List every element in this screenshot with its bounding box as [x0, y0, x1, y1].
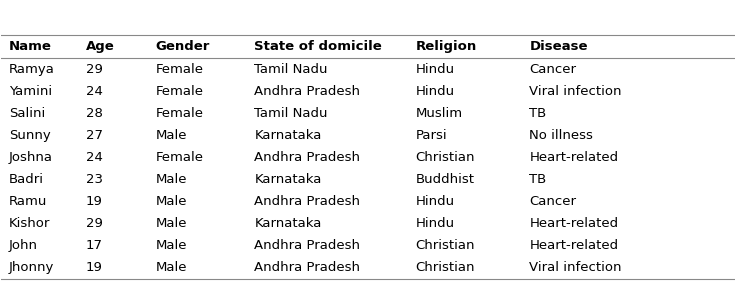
- Text: Karnataka: Karnataka: [255, 217, 322, 230]
- Text: Parsi: Parsi: [416, 129, 447, 142]
- Text: State of domicile: State of domicile: [255, 40, 382, 53]
- Text: Female: Female: [155, 107, 203, 120]
- Text: Age: Age: [85, 40, 115, 53]
- Text: 29: 29: [85, 217, 102, 230]
- Text: Hindu: Hindu: [416, 85, 455, 98]
- Text: Andhra Pradesh: Andhra Pradesh: [255, 151, 361, 164]
- Text: Hindu: Hindu: [416, 63, 455, 76]
- Text: Andhra Pradesh: Andhra Pradesh: [255, 195, 361, 208]
- Text: 24: 24: [85, 151, 102, 164]
- Text: TB: TB: [529, 173, 547, 186]
- Text: Yamini: Yamini: [9, 85, 52, 98]
- Text: Male: Male: [155, 173, 187, 186]
- Text: 17: 17: [85, 239, 103, 252]
- Text: Heart-related: Heart-related: [529, 239, 618, 252]
- Text: Karnataka: Karnataka: [255, 173, 322, 186]
- Text: Buddhist: Buddhist: [416, 173, 475, 186]
- Text: Sunny: Sunny: [9, 129, 51, 142]
- Text: Heart-related: Heart-related: [529, 217, 618, 230]
- Text: Tamil Nadu: Tamil Nadu: [255, 63, 328, 76]
- Text: Jhonny: Jhonny: [9, 261, 54, 274]
- Text: Male: Male: [155, 195, 187, 208]
- Text: Cancer: Cancer: [529, 195, 576, 208]
- Text: Ramya: Ramya: [9, 63, 54, 76]
- Text: Male: Male: [155, 239, 187, 252]
- Text: 28: 28: [85, 107, 102, 120]
- Text: TB: TB: [529, 107, 547, 120]
- Text: John: John: [9, 239, 38, 252]
- Text: Badri: Badri: [9, 173, 43, 186]
- Text: Hindu: Hindu: [416, 217, 455, 230]
- Text: Male: Male: [155, 129, 187, 142]
- Text: Viral infection: Viral infection: [529, 85, 622, 98]
- Text: Christian: Christian: [416, 239, 475, 252]
- Text: Andhra Pradesh: Andhra Pradesh: [255, 261, 361, 274]
- Text: No illness: No illness: [529, 129, 593, 142]
- Text: Kishor: Kishor: [9, 217, 50, 230]
- Text: Male: Male: [155, 217, 187, 230]
- Text: 29: 29: [85, 63, 102, 76]
- Text: Christian: Christian: [416, 151, 475, 164]
- Text: Hindu: Hindu: [416, 195, 455, 208]
- Text: Andhra Pradesh: Andhra Pradesh: [255, 85, 361, 98]
- Text: 19: 19: [85, 195, 102, 208]
- Text: Karnataka: Karnataka: [255, 129, 322, 142]
- Text: Joshna: Joshna: [9, 151, 53, 164]
- Text: Religion: Religion: [416, 40, 477, 53]
- Text: 23: 23: [85, 173, 103, 186]
- Text: 19: 19: [85, 261, 102, 274]
- Text: Muslim: Muslim: [416, 107, 463, 120]
- Text: Female: Female: [155, 85, 203, 98]
- Text: Christian: Christian: [416, 261, 475, 274]
- Text: Tamil Nadu: Tamil Nadu: [255, 107, 328, 120]
- Text: Viral infection: Viral infection: [529, 261, 622, 274]
- Text: Disease: Disease: [529, 40, 588, 53]
- Text: Female: Female: [155, 63, 203, 76]
- Text: 27: 27: [85, 129, 103, 142]
- Text: Cancer: Cancer: [529, 63, 576, 76]
- Text: Andhra Pradesh: Andhra Pradesh: [255, 239, 361, 252]
- Text: Gender: Gender: [155, 40, 210, 53]
- Text: Ramu: Ramu: [9, 195, 47, 208]
- Text: Heart-related: Heart-related: [529, 151, 618, 164]
- Text: Female: Female: [155, 151, 203, 164]
- Text: Name: Name: [9, 40, 52, 53]
- Text: Male: Male: [155, 261, 187, 274]
- Text: Salini: Salini: [9, 107, 45, 120]
- Text: 24: 24: [85, 85, 102, 98]
